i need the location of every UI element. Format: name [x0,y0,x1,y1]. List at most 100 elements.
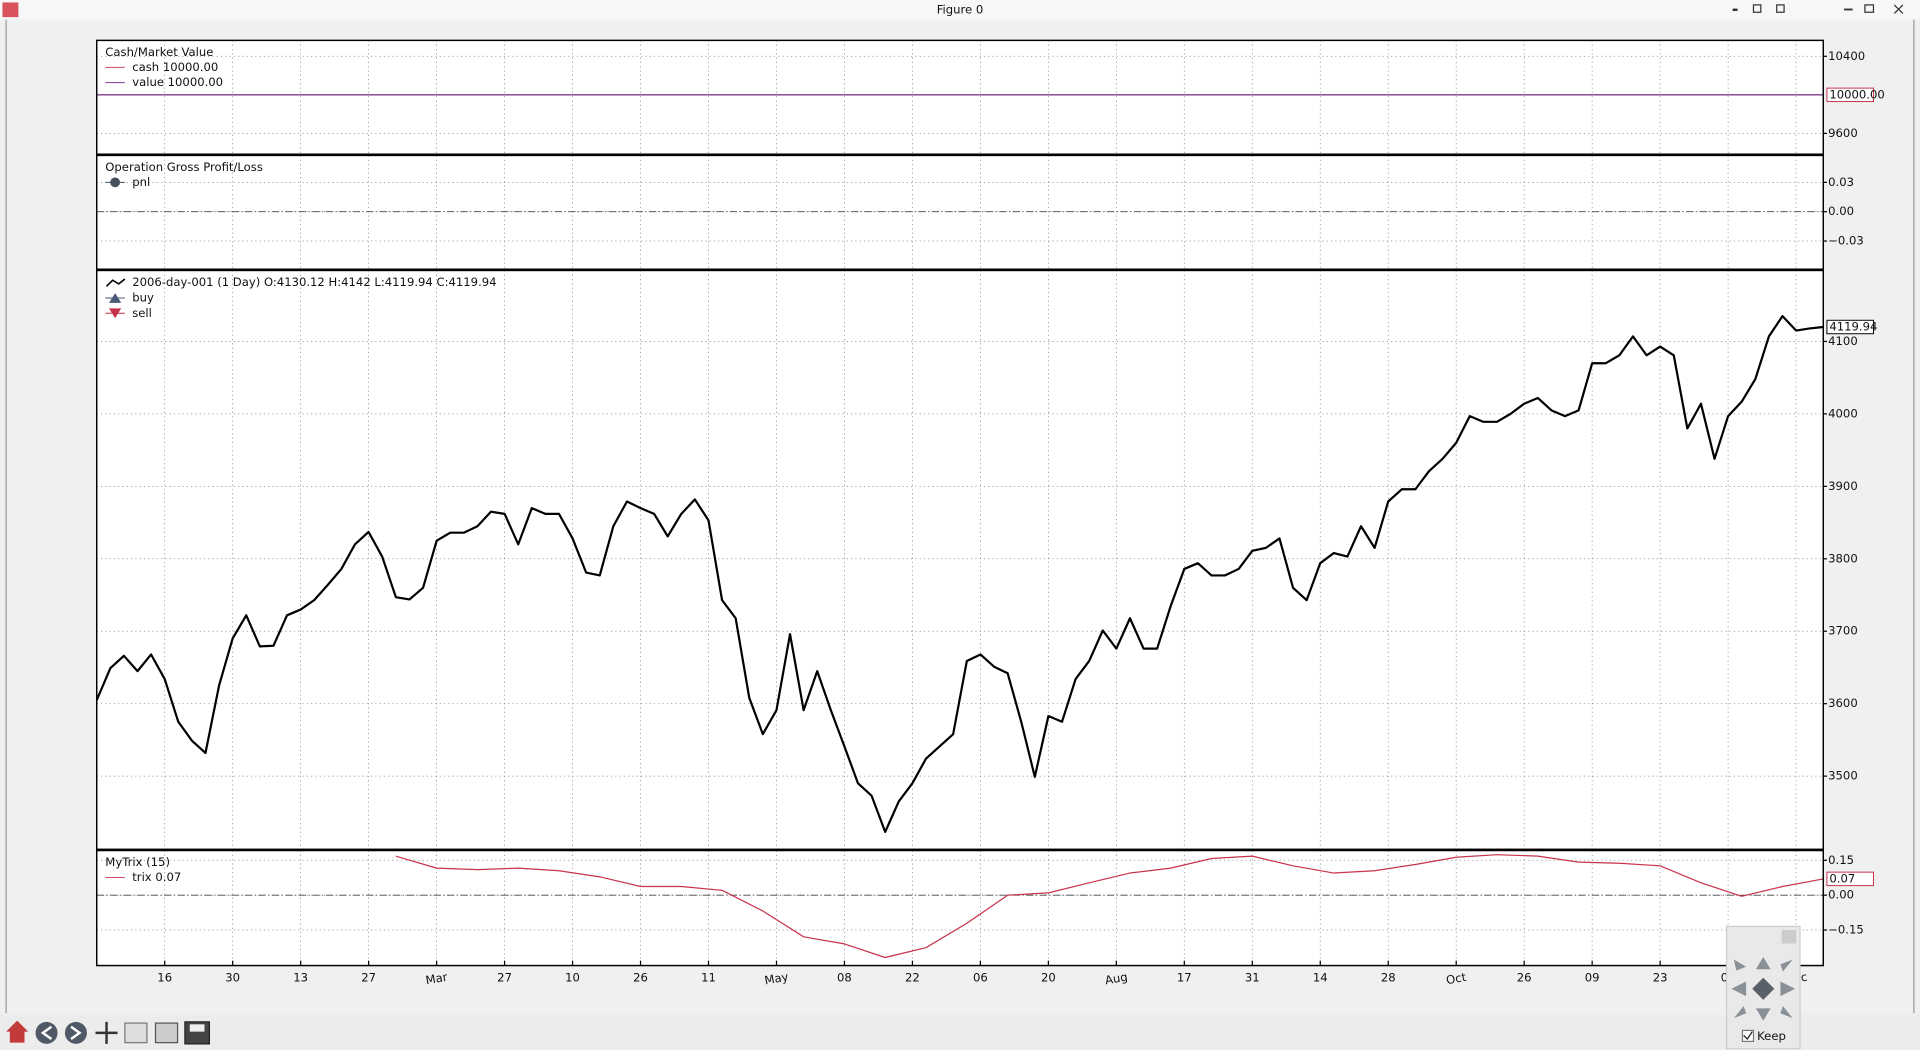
zoom-button[interactable] [124,1022,148,1044]
value-tag [1826,87,1874,103]
legend-label: pnl [132,175,150,189]
y-tick-label: 0.15 [1828,853,1854,867]
y-tick-label: 3900 [1828,479,1858,493]
x-tick-label: 27 [361,970,376,984]
x-tick-label: Mar [425,970,449,988]
x-tick-label: 14 [1313,970,1328,984]
navigator-close[interactable] [1781,930,1797,944]
value-tag-label: 0.07 [1829,871,1855,885]
plot-frame [96,39,1824,155]
navigator-arrows[interactable] [1731,956,1796,1021]
x-tick-label: 22 [905,970,920,984]
x-tick-label: 13 [293,970,308,984]
x-tick-label: 26 [1517,970,1532,984]
x-tick-label: 11 [701,970,716,984]
x-tick-label: 30 [225,970,240,984]
value-tag-label: 10000.00 [1829,87,1884,101]
x-tick-label: 06 [973,970,988,984]
save-label [189,1024,205,1032]
x-tick-label: 08 [837,970,852,984]
nav-up[interactable] [1755,956,1771,970]
window-buttons[interactable] [1732,4,1904,14]
configure-button[interactable] [154,1022,179,1044]
plot-frame [96,849,1824,967]
keep-checkbox[interactable] [1741,1029,1755,1043]
nav-down[interactable] [1755,1008,1771,1021]
value-tag [1826,871,1874,887]
x-tick-label: 09 [1585,970,1600,984]
plot-area [96,155,1824,270]
y-tick-label: −0.03 [1828,234,1864,248]
x-tick-label: 26 [633,970,648,984]
window-title: Figure 0 [937,2,984,16]
y-tick-label: 4100 [1828,334,1858,348]
panel-title: Operation Gross Profit/Loss [105,160,263,174]
x-tick-label: May [763,970,789,988]
keep-check [1743,1031,1753,1040]
legend-label: 2006-day-001 (1 Day) O:4130.12 H:4142 L:… [132,275,496,289]
plot-frame [96,269,1824,851]
toolbar [0,1014,1920,1050]
x-tick-label: 28 [1381,970,1396,984]
home-button[interactable] [6,1020,29,1043]
y-tick-label: 3800 [1828,551,1858,565]
float-button[interactable] [1776,4,1785,13]
nav-ne[interactable] [1780,959,1793,972]
back-button[interactable] [35,1021,58,1044]
x-tick-label: 31 [1245,970,1260,984]
series-line [95,315,1824,834]
value-tag [1826,319,1874,335]
legend-label: value 10000.00 [132,75,223,89]
x-tick-label: Aug [1104,970,1129,988]
panel-title: MyTrix (15) [105,855,170,869]
nav-center[interactable] [1752,977,1775,1000]
y-tick-label: 0.00 [1828,204,1854,218]
x-tick-label: Oct [1445,970,1468,987]
back-arrow [40,1025,53,1040]
legend-line [105,278,126,287]
series-line [395,854,1824,959]
plot-area [96,40,1824,155]
legend-marker [110,177,120,188]
close[interactable] [1893,4,1904,14]
legend-label: cash 10000.00 [132,60,218,74]
y-tick-label: 10400 [1828,49,1865,63]
nav-left[interactable] [1731,981,1747,997]
legend-label: trix 0.07 [132,870,181,884]
panel-title: Cash/Market Value [105,45,213,59]
y-tick-label: 3500 [1828,769,1858,783]
x-tick-label: 16 [157,970,172,984]
nav-se[interactable] [1780,1005,1793,1019]
x-tick-label: 17 [1177,970,1192,984]
forward-button[interactable] [64,1021,87,1044]
navigator: Keep [1725,925,1801,1050]
keep-label: Keep [1757,1029,1786,1043]
min-button[interactable] [1732,8,1738,12]
minimize[interactable] [1844,8,1853,11]
nav-nw[interactable] [1733,959,1747,971]
legend-label: buy [132,290,154,304]
plot-area [96,850,1824,966]
plot-frame [96,154,1824,270]
nav-right[interactable] [1780,981,1796,997]
y-tick-label: 9600 [1828,126,1858,140]
maximize[interactable] [1864,4,1875,13]
y-tick-label: 3700 [1828,624,1858,638]
x-tick-label: 10 [565,970,580,984]
dock-button[interactable] [1752,4,1762,13]
x-tick-label: 20 [1041,970,1056,984]
y-tick-label: 4000 [1828,406,1858,420]
x-tick-label: 23 [1653,970,1668,984]
y-tick-label: 3600 [1828,696,1858,710]
nav-sw[interactable] [1733,1005,1747,1019]
toolbar-bg [0,1014,1920,1050]
plot-area [96,270,1824,850]
pan-button[interactable] [95,1021,118,1044]
app-icon [2,2,19,18]
legend-marker [108,308,122,319]
forward-arrow [70,1025,82,1040]
value-tag-label: 4119.94 [1829,320,1877,334]
